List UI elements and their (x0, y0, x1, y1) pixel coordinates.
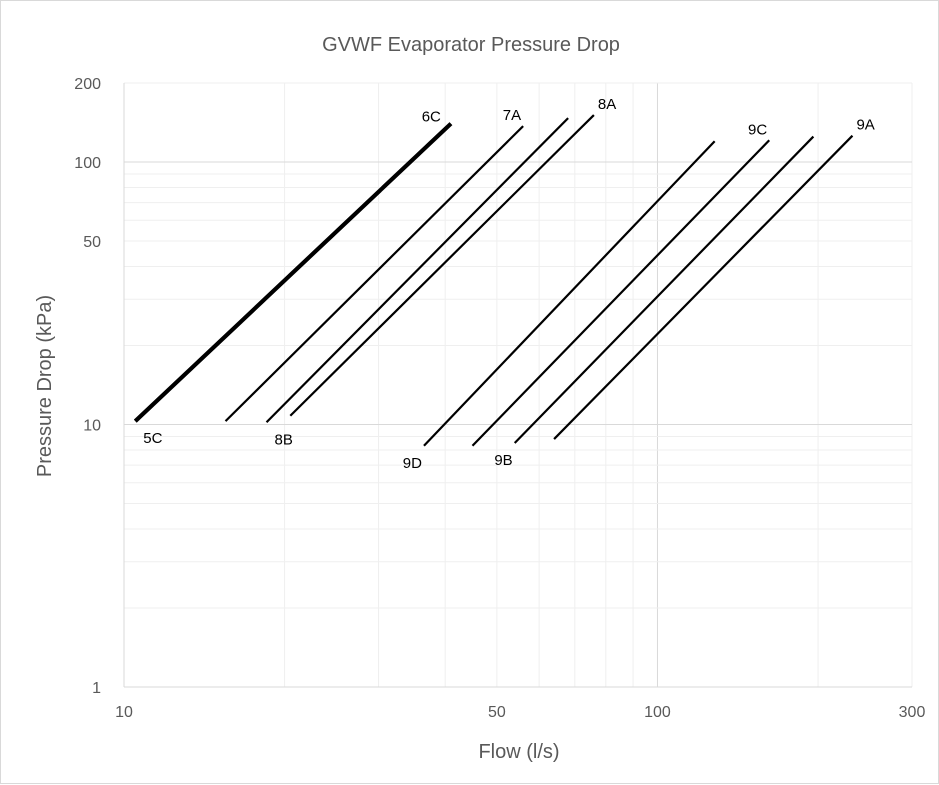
series-label-6c: 6C (422, 109, 441, 126)
series-labels: 5C 6C 7A 8B 8A 9D 9C 9B 9A (143, 96, 875, 472)
x-axis-title: Flow (l/s) (478, 741, 559, 763)
grid (123, 82, 913, 688)
series-label-7a: 7A (503, 107, 521, 124)
x-tick-label: 100 (644, 704, 671, 721)
y-axis-title: Pressure Drop (kPa) (34, 295, 56, 477)
series-label-9a: 9A (856, 117, 874, 134)
series-line-7a (224, 125, 524, 422)
y-tick-label: 200 (74, 76, 101, 93)
series-label-9d: 9D (403, 455, 422, 472)
tick-labels: 10 50 100 300 1 10 50 100 200 (74, 76, 925, 721)
series-line-9c (471, 139, 771, 447)
series-lines (133, 114, 854, 447)
series-label-5c: 5C (143, 430, 162, 447)
series-line-9d (423, 140, 716, 447)
x-tick-label: 50 (488, 704, 506, 721)
series-label-8a: 8A (598, 96, 616, 113)
series-line-9a (553, 134, 854, 440)
y-tick-label: 1 (92, 680, 101, 697)
y-tick-label: 100 (74, 155, 101, 172)
chart-title: GVWF Evaporator Pressure Drop (322, 34, 620, 56)
series-label-9b: 9B (494, 452, 512, 469)
series-label-9c: 9C (748, 121, 767, 138)
series-line-8b (265, 117, 569, 424)
series-line-6c (133, 122, 453, 423)
x-tick-label: 10 (115, 704, 133, 721)
series-line-9b (513, 135, 815, 444)
y-tick-label: 10 (83, 418, 101, 435)
series-label-8b: 8B (275, 431, 293, 448)
x-tick-label: 300 (899, 704, 926, 721)
series-line-8a (289, 114, 595, 417)
y-tick-label: 50 (83, 234, 101, 251)
